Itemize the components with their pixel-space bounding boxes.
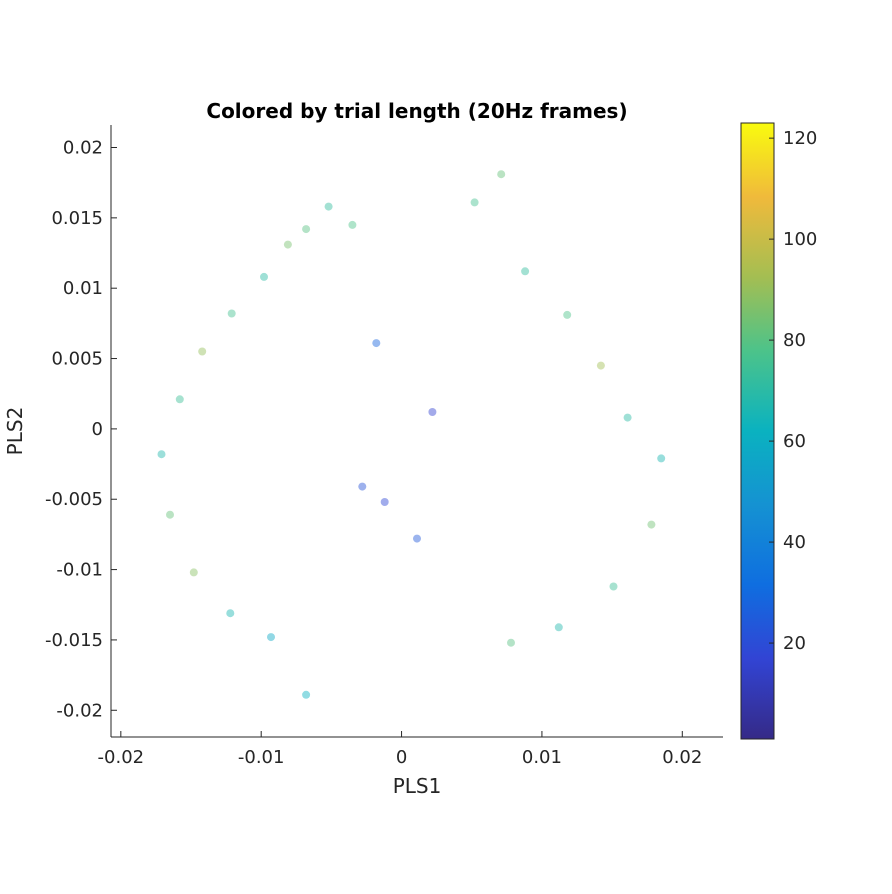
scatter-point: [302, 690, 311, 699]
scatter-point: [324, 202, 333, 211]
colorbar-tick-label: 40: [783, 532, 806, 553]
scatter-point: [657, 454, 666, 463]
y-tick-label: 0: [92, 419, 103, 440]
x-axis-label: PLS1: [393, 774, 442, 798]
y-tick-label: -0.005: [45, 489, 103, 510]
scatter-point: [226, 609, 235, 618]
scatter-point: [380, 498, 389, 506]
scatter-point: [227, 309, 236, 318]
y-axis-label: PLS2: [3, 407, 27, 456]
x-tick-label: 0.01: [522, 747, 562, 768]
scatter-points: [157, 170, 666, 699]
y-tick-label: 0.02: [63, 138, 103, 159]
y-tick-label: -0.015: [45, 630, 103, 651]
scatter-point: [358, 482, 367, 491]
colorbar-ticks: 20 40 60 80 100 120: [769, 128, 817, 654]
scatter-point: [609, 582, 618, 591]
colorbar-tick-label: 100: [783, 229, 817, 250]
x-tick-label: -0.01: [238, 747, 285, 768]
scatter-point: [267, 633, 275, 642]
y-tick-label: 0.01: [63, 278, 103, 299]
scatter-point: [189, 568, 198, 577]
scatter-point: [563, 310, 572, 319]
scatter-point: [507, 638, 515, 647]
scatter-point: [497, 170, 506, 179]
chart-title: Colored by trial length (20Hz frames): [206, 99, 627, 123]
colorbar-tick-label: 120: [783, 128, 817, 149]
colorbar-gradient: [740, 122, 775, 740]
scatter-point: [372, 339, 381, 348]
scatter-point: [623, 413, 632, 422]
colorbar-tick-label: 80: [783, 330, 806, 351]
x-tick-label: -0.02: [98, 747, 145, 768]
scatter-point: [198, 347, 207, 356]
scatter-point: [260, 272, 268, 281]
scatter-point: [428, 408, 437, 416]
scatter-point: [596, 361, 605, 370]
scatter-point: [175, 395, 184, 404]
colorbar-tick-label: 60: [783, 431, 806, 452]
scatter-point: [413, 534, 421, 543]
y-ticks: 0.02 0.015 0.01 0.005 0 -0.005 -0.01 -0.015 -0.0…: [45, 138, 117, 721]
x-tick-label: 0.02: [662, 747, 702, 768]
y-tick-label: -0.02: [56, 700, 103, 721]
x-ticks: -0.02 -0.01 0 0.01 0.02: [98, 731, 702, 768]
scatter-point: [302, 225, 311, 234]
scatter-point: [554, 623, 563, 632]
axes: [110, 125, 723, 738]
colorbar: [740, 122, 775, 740]
y-tick-label: -0.01: [56, 560, 103, 581]
scatter-point: [166, 510, 174, 519]
scatter-point: [157, 450, 166, 459]
scatter-point: [348, 220, 357, 229]
y-tick-label: 0.005: [51, 349, 103, 370]
scatter-point: [521, 267, 530, 276]
scatter-point: [470, 198, 479, 207]
colorbar-tick-label: 20: [783, 633, 806, 654]
y-tick-label: 0.015: [51, 208, 103, 229]
x-tick-label: 0: [396, 747, 407, 768]
scatter-point: [647, 520, 656, 529]
scatter-point: [283, 240, 292, 249]
